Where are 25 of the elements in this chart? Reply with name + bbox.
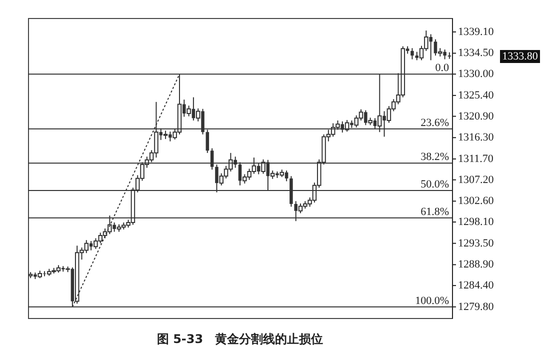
y-tick-label: 1339.10 (458, 26, 494, 38)
y-tick-label: 1311.70 (458, 152, 494, 165)
y-tick-label: 1288.90 (458, 258, 494, 271)
y-tick-label: 1293.50 (458, 237, 494, 250)
annotation: 38.2% (420, 151, 449, 164)
y-tick-label: 1330.00 (458, 68, 494, 80)
y-tick-label: 1334.50 (458, 47, 494, 60)
annotation: 100.0% (415, 294, 449, 307)
candlestick (186, 105, 191, 117)
annotation: 23.6% (420, 116, 449, 129)
annotation: 0.0 (435, 62, 450, 74)
y-tick-label: 1307.20 (458, 174, 494, 186)
candlestick (386, 106, 392, 124)
candlestick (410, 48, 414, 60)
y-tick-label: 1302.60 (458, 195, 494, 208)
y-tick-label: 1316.30 (458, 132, 494, 144)
y-tick-label: 1325.40 (458, 89, 494, 102)
text: 1333.80 (502, 50, 538, 62)
annotation: 50.0% (420, 178, 449, 190)
y-tick-label: 1298.10 (458, 216, 494, 228)
y-tick-label: 1279.80 (458, 300, 494, 313)
annotation: 61.8% (420, 206, 449, 218)
y-tick-label: 1284.40 (458, 280, 494, 292)
y-tick-label: 1320.90 (458, 110, 494, 122)
text: 图 5-33 黄金分割线的止损位 (156, 332, 324, 346)
